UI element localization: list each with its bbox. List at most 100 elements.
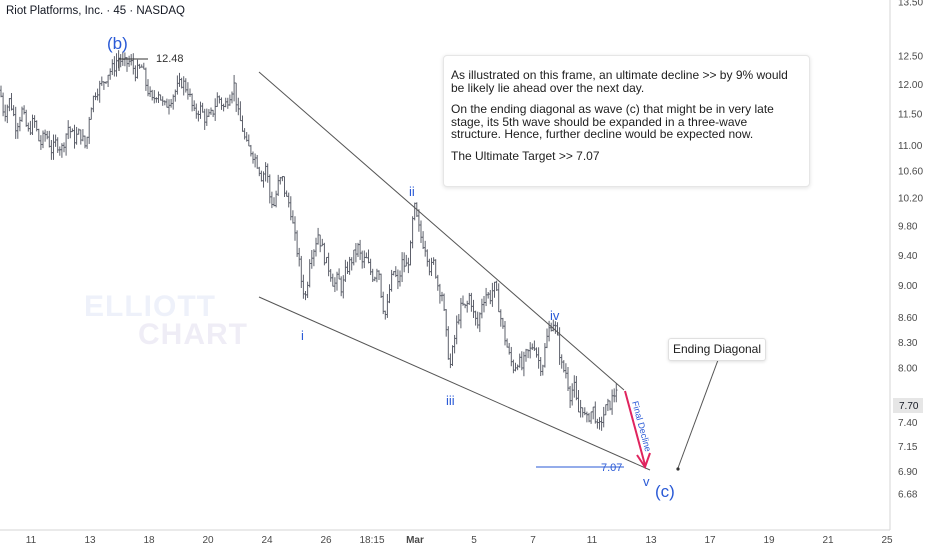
ohlc-bar bbox=[113, 56, 116, 77]
ohlc-bar bbox=[172, 94, 175, 110]
ohlc-bar bbox=[449, 353, 452, 369]
ohlc-bar bbox=[413, 202, 416, 221]
ohlc-bar bbox=[262, 171, 265, 188]
ohlc-bar bbox=[459, 297, 463, 329]
ohlc-bar bbox=[98, 80, 101, 103]
ohlc-bar bbox=[615, 383, 618, 403]
ohlc-bar bbox=[41, 130, 45, 149]
x-tick-label: 18 bbox=[143, 535, 155, 546]
ohlc-bar bbox=[167, 99, 171, 115]
ohlc-bar bbox=[508, 343, 511, 355]
ohlc-bar bbox=[426, 249, 429, 267]
target-label: 7.07 bbox=[601, 462, 622, 474]
ohlc-bar bbox=[487, 291, 490, 299]
ohlc-bar bbox=[367, 249, 370, 264]
ohlc-bar bbox=[300, 255, 303, 289]
note-paragraph-2: On the ending diagonal as wave (c) that … bbox=[451, 102, 774, 141]
wave-label-b: (b) bbox=[107, 34, 128, 53]
ohlc-bar bbox=[73, 124, 76, 149]
x-tick-label: 19 bbox=[763, 535, 775, 546]
ohlc-bar bbox=[176, 75, 179, 95]
x-tick-label: 7 bbox=[530, 535, 536, 546]
ohlc-bar bbox=[277, 174, 280, 196]
ohlc-bar bbox=[432, 257, 435, 265]
y-tick-label: 13.50 bbox=[898, 0, 923, 9]
ohlc-bar bbox=[153, 90, 156, 104]
ohlc-bar bbox=[478, 312, 481, 333]
x-tick-label: 25 bbox=[881, 535, 893, 546]
ohlc-bar bbox=[308, 259, 311, 288]
ohlc-bar bbox=[608, 400, 612, 411]
ohlc-bar bbox=[453, 334, 456, 354]
ohlc-bar bbox=[333, 277, 337, 293]
ohlc-bar bbox=[419, 220, 423, 243]
ohlc-bar bbox=[291, 210, 295, 224]
ohlc-bar bbox=[596, 418, 599, 429]
x-axis[interactable]: 11 13 18 20 24 26 18:15 Mar 5 7 11 13 17 19 21 25 bbox=[26, 535, 893, 546]
ohlc-bar bbox=[505, 338, 509, 348]
ohlc-bar bbox=[554, 321, 557, 334]
ohlc-bar bbox=[197, 110, 200, 122]
ohlc-bar bbox=[533, 340, 536, 351]
ohlc-bar bbox=[512, 359, 515, 374]
ohlc-bar bbox=[77, 128, 80, 135]
ohlc-bar bbox=[499, 309, 502, 327]
ohlc-bar bbox=[283, 176, 286, 197]
arrow-head bbox=[636, 452, 651, 470]
ohlc-bar bbox=[474, 310, 477, 326]
ohlc-bar bbox=[556, 322, 559, 336]
ohlc-bar bbox=[239, 101, 242, 122]
ohlc-bar bbox=[489, 290, 492, 305]
final-decline-arrow bbox=[624, 390, 646, 466]
ohlc-bar bbox=[274, 190, 278, 208]
ohlc-bar bbox=[348, 256, 351, 275]
ohlc-bar bbox=[598, 417, 601, 430]
ohlc-bar bbox=[314, 237, 318, 257]
ohlc-bar bbox=[12, 105, 15, 117]
ohlc-bar bbox=[64, 133, 68, 156]
ohlc-bar bbox=[356, 242, 360, 257]
ohlc-bar bbox=[52, 134, 55, 160]
ohlc-bar bbox=[155, 97, 158, 103]
ohlc-bar bbox=[405, 254, 408, 267]
ohlc-bar bbox=[130, 54, 133, 66]
y-tick-label: 8.00 bbox=[898, 364, 918, 375]
ohlc-bar bbox=[610, 389, 614, 415]
ohlc-bar bbox=[199, 101, 202, 119]
ohlc-bar bbox=[33, 115, 36, 128]
ohlc-bar bbox=[327, 252, 330, 277]
ohlc-bar bbox=[587, 412, 591, 423]
ohlc-bar bbox=[476, 311, 479, 329]
ohlc-bar bbox=[583, 407, 586, 416]
ohlc-bar bbox=[209, 107, 213, 115]
ohlc-bar bbox=[220, 97, 223, 110]
ohlc-bar bbox=[48, 130, 51, 148]
ohlc-bar bbox=[272, 197, 276, 207]
ohlc-bar bbox=[216, 92, 219, 107]
ohlc-bar bbox=[270, 191, 274, 209]
ohlc-bar bbox=[96, 88, 99, 101]
ohlc-bar bbox=[386, 293, 389, 318]
ohlc-bar bbox=[230, 91, 234, 104]
ohlc-bar bbox=[31, 114, 34, 135]
ohlc-bar bbox=[529, 342, 532, 359]
x-tick-label: 11 bbox=[587, 535, 598, 546]
ohlc-bar bbox=[369, 258, 372, 276]
ohlc-bar bbox=[421, 231, 425, 249]
ohlc-bar bbox=[205, 108, 208, 126]
x-tick-label: 11 bbox=[26, 535, 37, 546]
y-tick-label: 12.00 bbox=[898, 80, 923, 91]
ohlc-bar bbox=[335, 271, 339, 291]
ohlc-bar bbox=[245, 132, 248, 142]
y-axis[interactable]: 13.50 12.50 12.00 11.50 11.00 10.60 10.20 9.80 9… bbox=[898, 0, 923, 501]
ohlc-bar bbox=[321, 238, 324, 247]
wave-label-iv: iv bbox=[550, 308, 560, 323]
watermark-line1: ELLIOTT bbox=[84, 290, 216, 323]
y-tick-label: 11.00 bbox=[898, 141, 923, 152]
ohlc-bar bbox=[22, 105, 26, 115]
ohlc-bar bbox=[354, 243, 358, 263]
y-tick-label: 7.15 bbox=[898, 442, 918, 453]
ohlc-bar bbox=[304, 291, 307, 301]
ohlc-bar bbox=[237, 97, 240, 116]
